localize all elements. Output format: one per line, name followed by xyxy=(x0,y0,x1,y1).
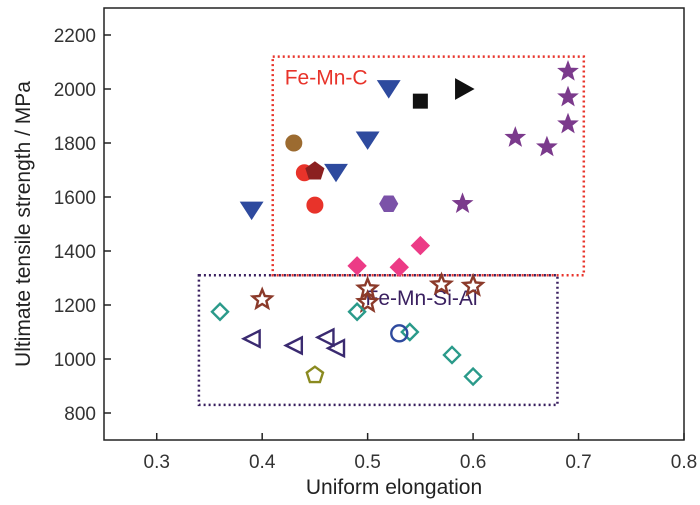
point-diamond-10-1 xyxy=(347,302,367,322)
point-triangle-down-0-3 xyxy=(376,80,401,99)
group-box-0 xyxy=(271,55,586,277)
point-hexagon-6-0 xyxy=(379,195,399,212)
point-star-7-2 xyxy=(536,135,558,157)
point-diamond-10-2 xyxy=(400,322,420,342)
group-label-1: Fe-Mn-Si-Al xyxy=(366,287,478,310)
point-circle-4-1 xyxy=(306,196,324,214)
point-diamond-8-0 xyxy=(347,256,367,276)
point-star-7-4 xyxy=(557,85,579,107)
marker-layer xyxy=(210,59,579,387)
point-diamond-10-3 xyxy=(442,345,462,365)
x-axis-title: Uniform elongation xyxy=(306,476,482,499)
axis-layer: 0.3 0.4 0.5 0.6 0.7 0.8 800 1000 1200 1400 1600 180… xyxy=(54,26,697,473)
point-star-9-3 xyxy=(428,271,455,296)
point-star-7-0 xyxy=(451,192,474,213)
annotation-layer: Fe-Mn-C Fe-Mn-Si-Al xyxy=(197,55,586,407)
point-pentagon-13-0 xyxy=(305,365,325,384)
point-triangle-down-0-1 xyxy=(324,163,348,183)
point-triangle-left-11-2 xyxy=(314,327,335,348)
y-axis-title: Ultimate tensile strength / MPa xyxy=(12,81,35,367)
point-diamond-8-1 xyxy=(389,257,409,277)
y-tick-label: 1600 xyxy=(54,188,96,209)
point-triangle-down-0-0 xyxy=(239,201,264,221)
x-tick-label: 0.3 xyxy=(144,452,170,473)
y-tick-label: 800 xyxy=(64,404,96,425)
point-star-7-1 xyxy=(504,126,527,147)
y-tick-label: 1400 xyxy=(54,242,96,263)
point-pentagon-5-0 xyxy=(305,161,325,180)
y-tick-label: 1000 xyxy=(54,350,96,371)
x-tick-label: 0.4 xyxy=(249,452,276,473)
point-star-7-5 xyxy=(557,59,579,81)
point-triangle-right-2-0 xyxy=(455,78,475,100)
point-triangle-left-11-3 xyxy=(325,338,346,359)
point-circle-3-0 xyxy=(285,134,303,152)
y-tick-label: 1200 xyxy=(54,296,96,317)
x-tick-label: 0.7 xyxy=(565,452,591,473)
y-tick-label: 2200 xyxy=(54,26,96,47)
group-label-0: Fe-Mn-C xyxy=(285,67,368,90)
point-square-1-0 xyxy=(412,93,428,109)
point-star-9-4 xyxy=(460,272,486,297)
point-diamond-10-0 xyxy=(210,302,230,322)
point-star-9-0 xyxy=(249,286,275,311)
point-star-7-3 xyxy=(557,112,579,134)
x-tick-label: 0.8 xyxy=(671,452,697,473)
point-circle-12-0 xyxy=(390,324,409,343)
point-diamond-8-2 xyxy=(410,235,431,256)
point-diamond-10-4 xyxy=(463,366,483,387)
point-triangle-down-0-2 xyxy=(355,131,380,150)
y-tick-label: 1800 xyxy=(54,134,96,155)
group-box-1 xyxy=(197,274,559,407)
point-star-9-2 xyxy=(355,275,381,300)
plot-frame xyxy=(103,7,685,441)
point-triangle-left-11-1 xyxy=(283,335,304,356)
x-tick-label: 0.5 xyxy=(354,452,380,473)
point-triangle-left-11-0 xyxy=(240,328,261,349)
x-tick-label: 0.6 xyxy=(460,452,486,473)
y-tick-label: 2000 xyxy=(54,80,96,101)
